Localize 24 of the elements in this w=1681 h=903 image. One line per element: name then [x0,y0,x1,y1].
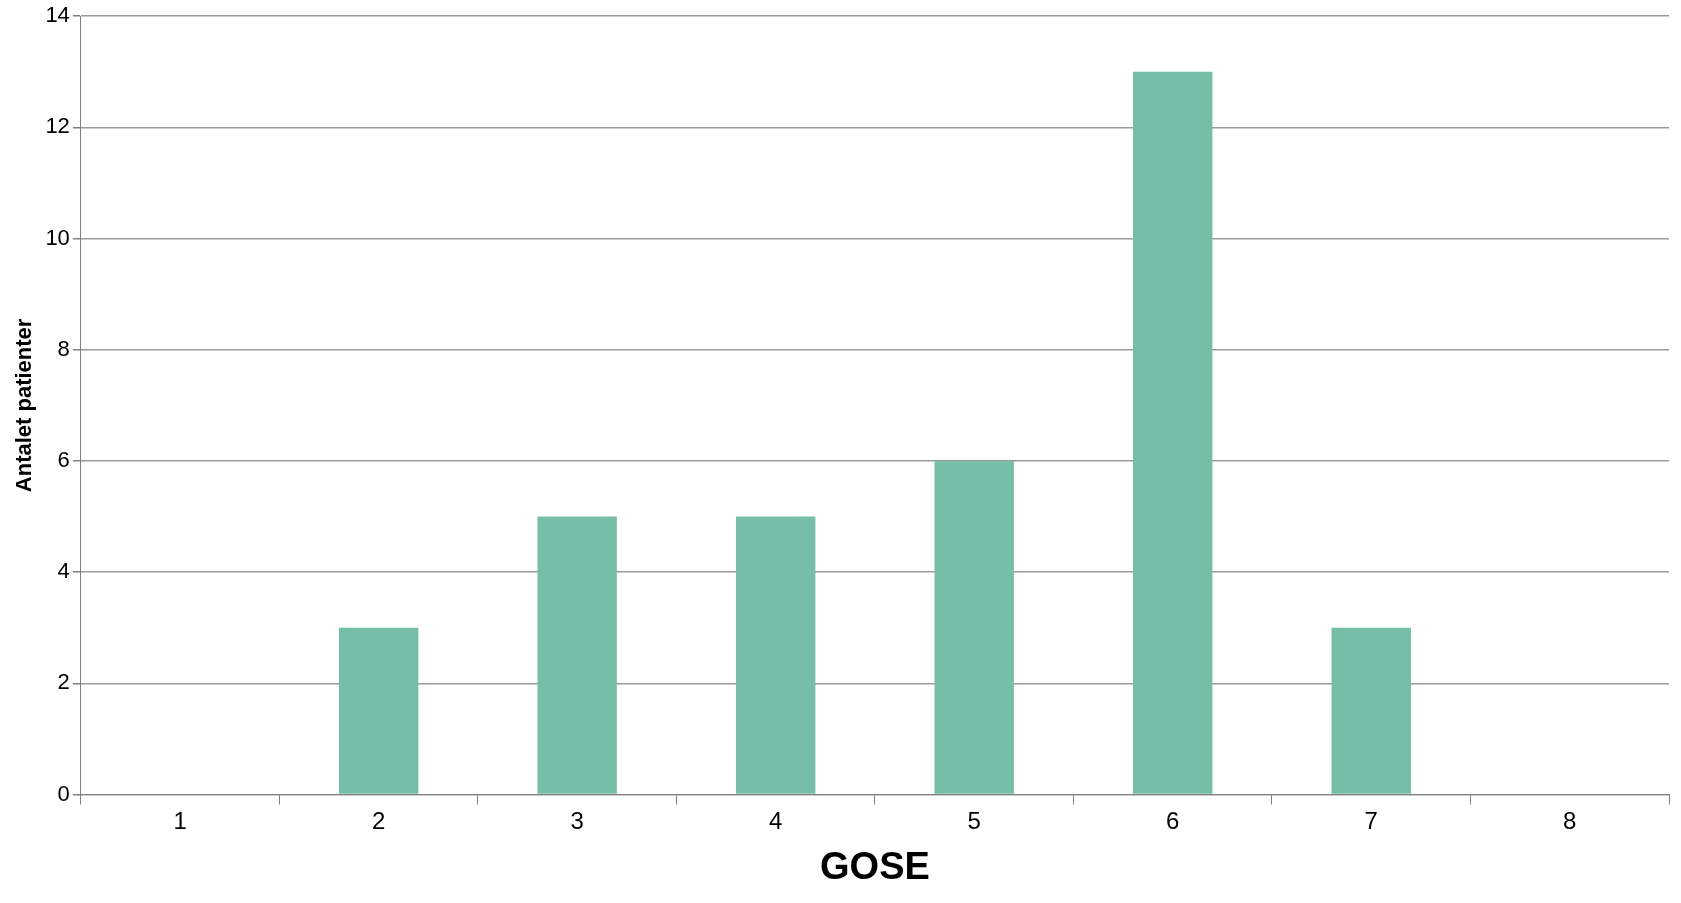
x-tick-label: 2 [371,806,386,834]
bar [934,461,1014,794]
x-tick-label: 5 [967,806,981,834]
y-tick-label: 14 [45,2,70,28]
bar [537,516,617,794]
bar [1133,71,1213,794]
y-tick-label: 0 [57,780,70,806]
y-axis-title: Antalet patienter [11,318,37,493]
x-tick-label: 6 [1166,806,1180,834]
bar [338,627,419,794]
bar [735,516,816,794]
y-tick-label: 4 [57,558,70,584]
y-tick-label: 10 [45,224,70,250]
x-tick-label: 3 [570,806,584,834]
bar [1331,627,1411,794]
x-axis-title: GOSE [820,844,930,887]
y-tick-label: 12 [45,113,70,139]
x-tick-label: 7 [1364,806,1378,834]
y-tick-label: 8 [57,335,70,361]
x-tick-label: 1 [173,806,187,834]
x-tick-label: 8 [1563,806,1577,834]
y-tick-label: 6 [57,447,70,473]
y-tick-label: 2 [57,669,70,695]
x-tick-label: 4 [769,806,783,834]
